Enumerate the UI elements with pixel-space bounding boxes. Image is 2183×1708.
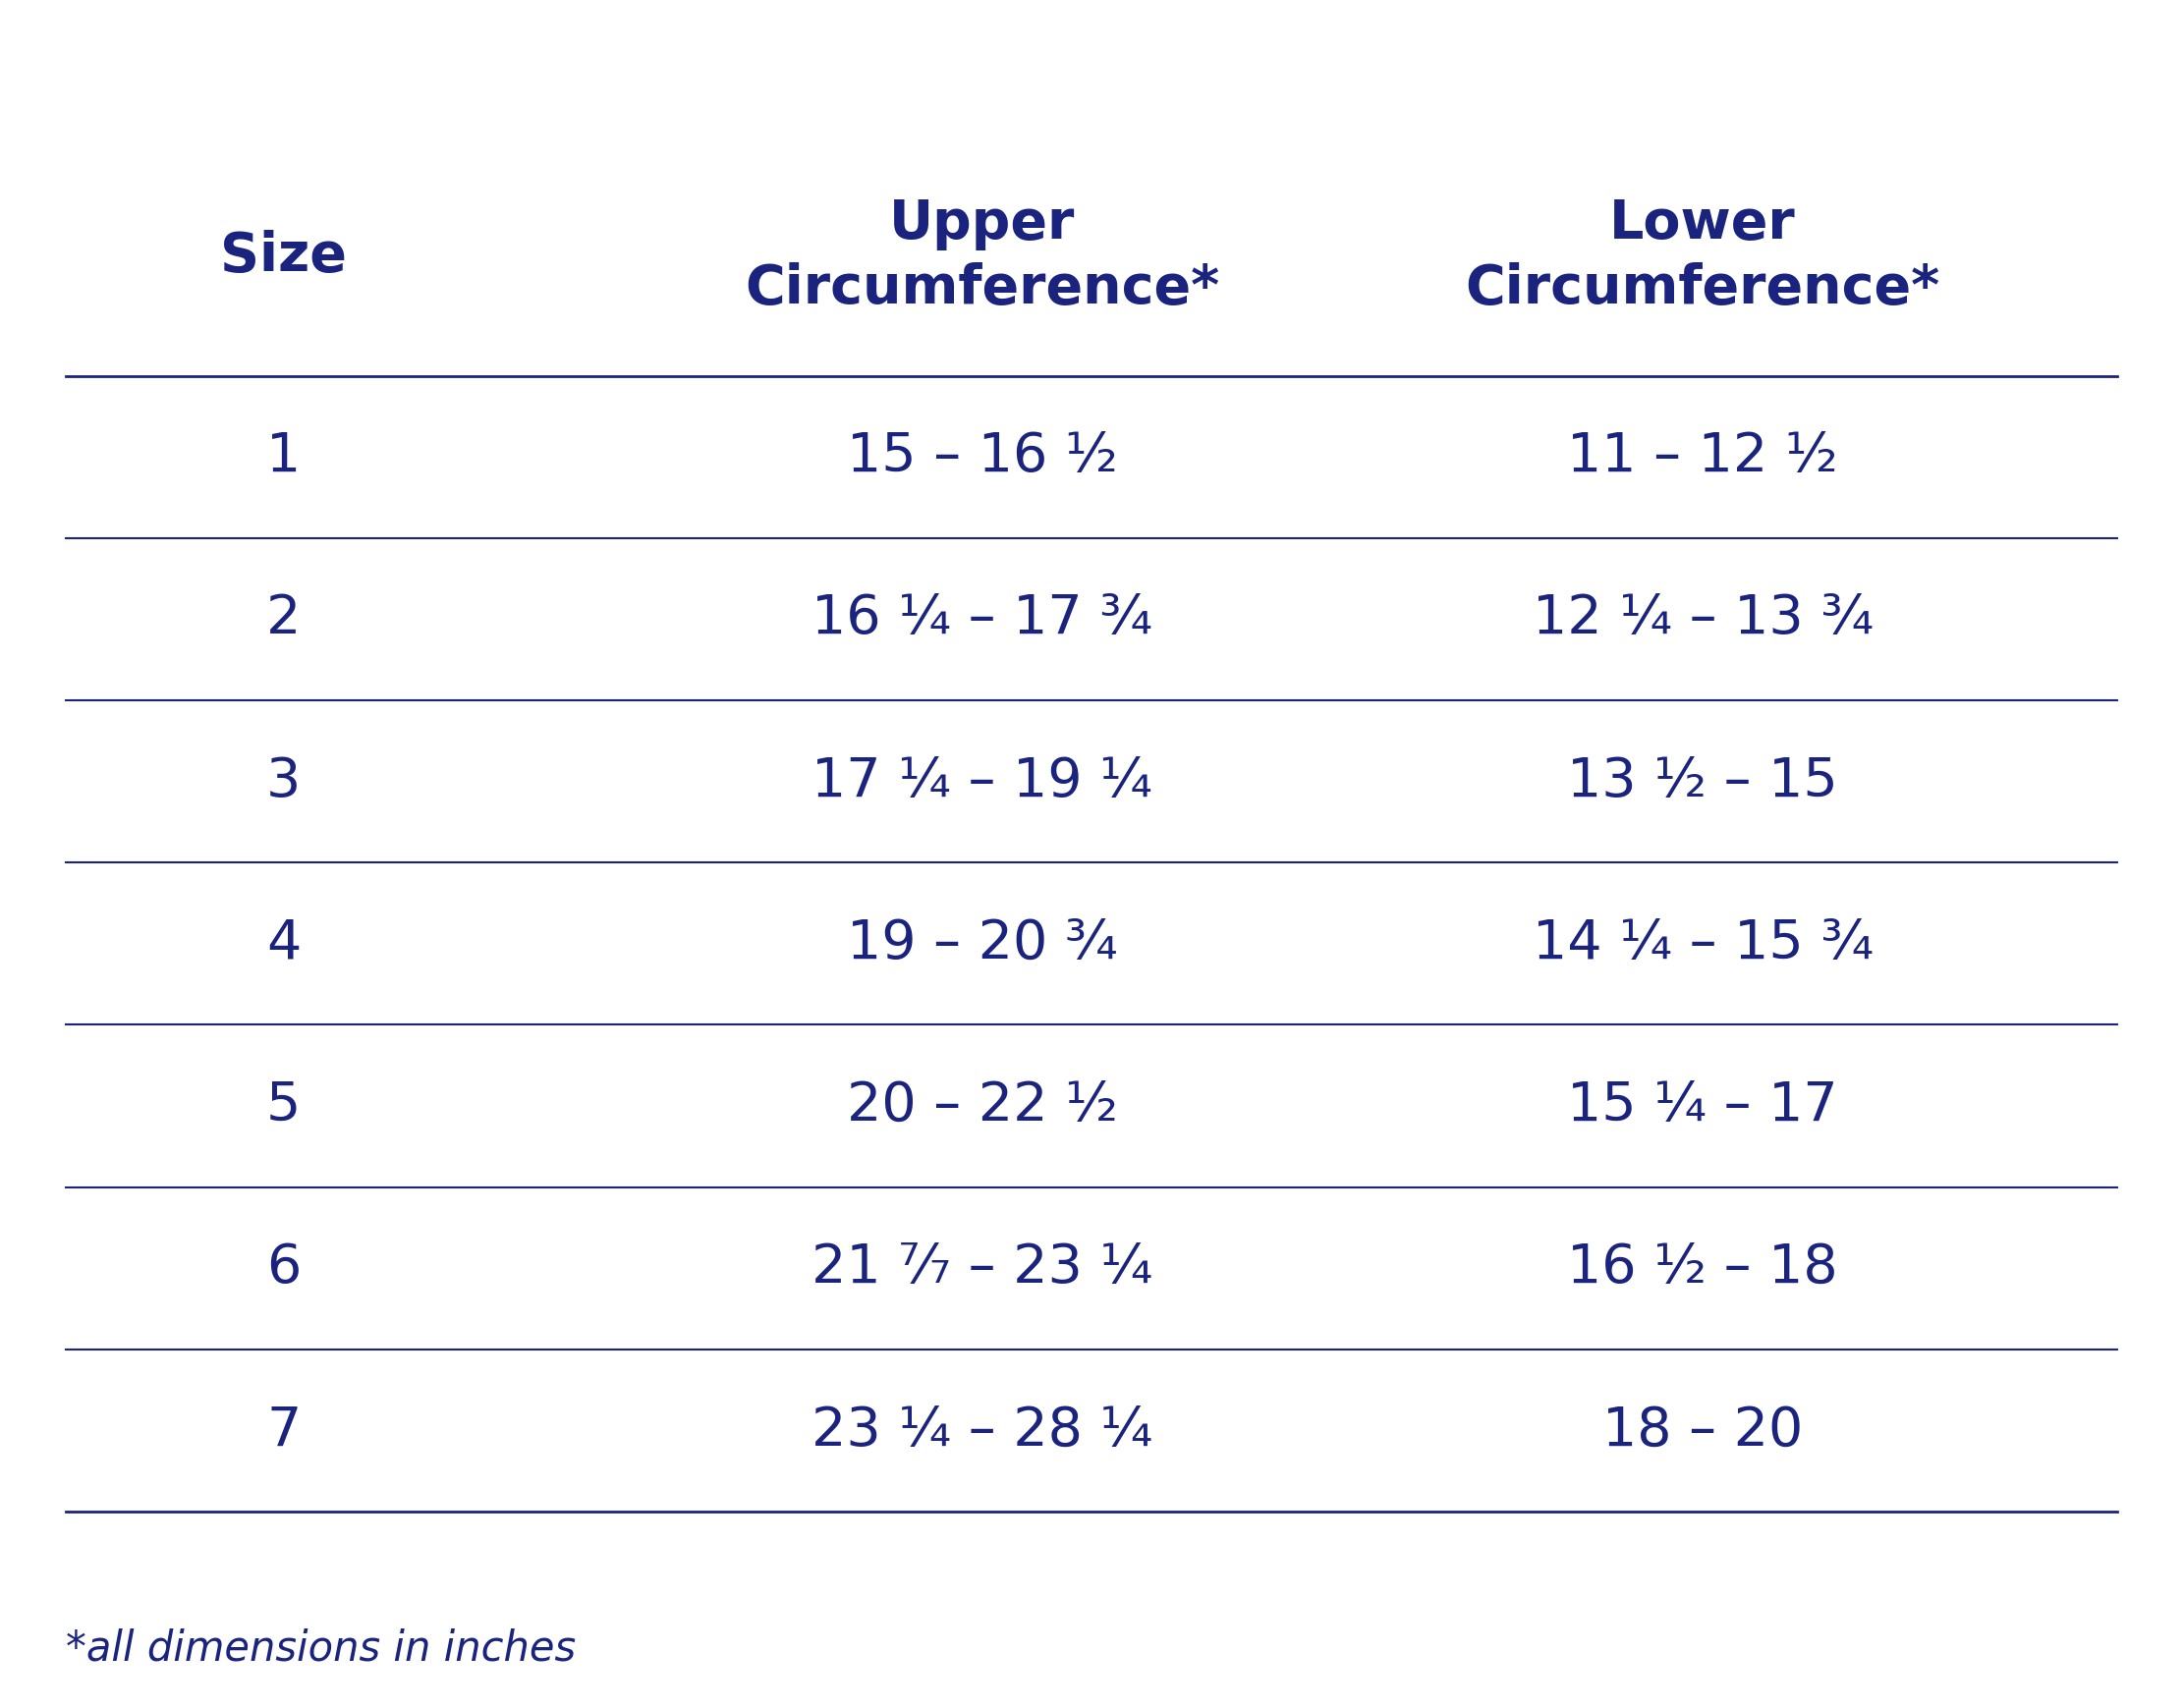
Text: 19 – 20 ¾: 19 – 20 ¾ [847,917,1118,970]
Text: 6: 6 [266,1242,301,1295]
Text: Upper
Circumference*: Upper Circumference* [744,196,1220,316]
Text: 15 – 16 ½: 15 – 16 ½ [847,430,1118,483]
Text: 16 ½ – 18: 16 ½ – 18 [1567,1242,1838,1295]
Text: 16 ¼ – 17 ¾: 16 ¼ – 17 ¾ [812,593,1153,646]
Text: 5: 5 [266,1079,301,1132]
Text: 13 ½ – 15: 13 ½ – 15 [1567,755,1838,808]
Text: 7: 7 [266,1404,301,1457]
Text: 21 ⁷⁄₇ – 23 ¼: 21 ⁷⁄₇ – 23 ¼ [812,1242,1153,1295]
Text: Size: Size [220,229,347,284]
Text: 2: 2 [266,593,301,646]
Text: Lower
Circumference*: Lower Circumference* [1465,196,1941,316]
Text: 14 ¼ – 15 ¾: 14 ¼ – 15 ¾ [1532,917,1873,970]
Text: 1: 1 [266,430,301,483]
Text: 11 – 12 ½: 11 – 12 ½ [1567,430,1838,483]
Text: *all dimensions in inches: *all dimensions in inches [65,1628,576,1669]
Text: 17 ¼ – 19 ¼: 17 ¼ – 19 ¼ [812,755,1153,808]
Text: 23 ¼ – 28 ¼: 23 ¼ – 28 ¼ [812,1404,1153,1457]
Text: 15 ¼ – 17: 15 ¼ – 17 [1567,1079,1838,1132]
Text: 18 – 20: 18 – 20 [1602,1404,1803,1457]
Text: 4: 4 [266,917,301,970]
Text: 3: 3 [266,755,301,808]
Text: 20 – 22 ½: 20 – 22 ½ [847,1079,1118,1132]
Text: 12 ¼ – 13 ¾: 12 ¼ – 13 ¾ [1532,593,1873,646]
